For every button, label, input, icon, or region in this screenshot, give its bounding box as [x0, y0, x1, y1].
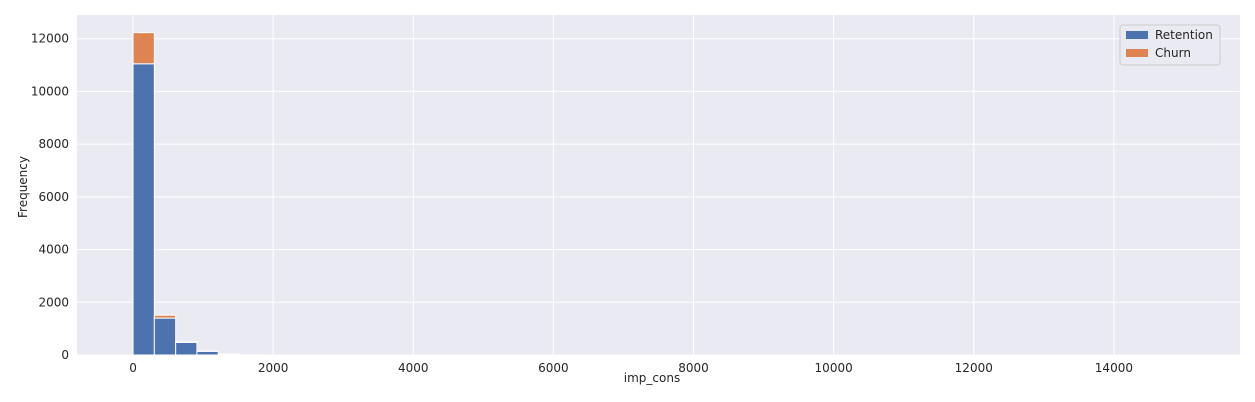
y-tick-label: 12000: [31, 32, 69, 46]
bars: [132, 32, 262, 356]
x-tick-labels: 0 2000 4000 6000 8000 10000 12000 14000: [129, 361, 1133, 375]
legend-swatch-retention: [1126, 31, 1148, 39]
y-tick-label: 6000: [38, 190, 69, 204]
legend-swatch-churn: [1126, 49, 1148, 57]
y-tick-label: 0: [61, 348, 69, 362]
y-tick-label: 2000: [38, 295, 69, 309]
y-tick-label: 10000: [31, 84, 69, 98]
bar-retention-bin-2: [175, 341, 198, 356]
grid-lines: [77, 15, 1240, 356]
x-tick-label: 2000: [258, 361, 289, 375]
bar-retention-bin-1: [153, 317, 177, 356]
x-tick-label: 4000: [398, 361, 429, 375]
legend-label-churn: Churn: [1155, 46, 1191, 60]
legend-label-retention: Retention: [1155, 28, 1213, 42]
y-axis-title: Frequency: [16, 156, 30, 218]
x-tick-label: 12000: [955, 361, 993, 375]
x-tick-label: 14000: [1095, 361, 1133, 375]
x-axis-title: imp_cons: [624, 371, 680, 385]
y-tick-label: 8000: [38, 137, 69, 151]
x-tick-label: 8000: [678, 361, 709, 375]
bar-churn-bin-2: [175, 341, 198, 343]
bar-churn-bin-1: [153, 314, 177, 319]
y-tick-label: 4000: [38, 243, 69, 257]
plot-background: [77, 15, 1240, 355]
bar-retention-bin-3: [196, 350, 219, 356]
y-tick-labels: 0 2000 4000 6000 8000 10000 12000: [31, 32, 69, 362]
x-tick-label: 10000: [815, 361, 853, 375]
x-tick-label: 6000: [538, 361, 569, 375]
bar-churn-bin-0: [132, 32, 155, 65]
legend: Retention Churn: [1119, 24, 1221, 66]
bar-retention-bin-0: [132, 63, 155, 356]
x-tick-label: 0: [129, 361, 137, 375]
